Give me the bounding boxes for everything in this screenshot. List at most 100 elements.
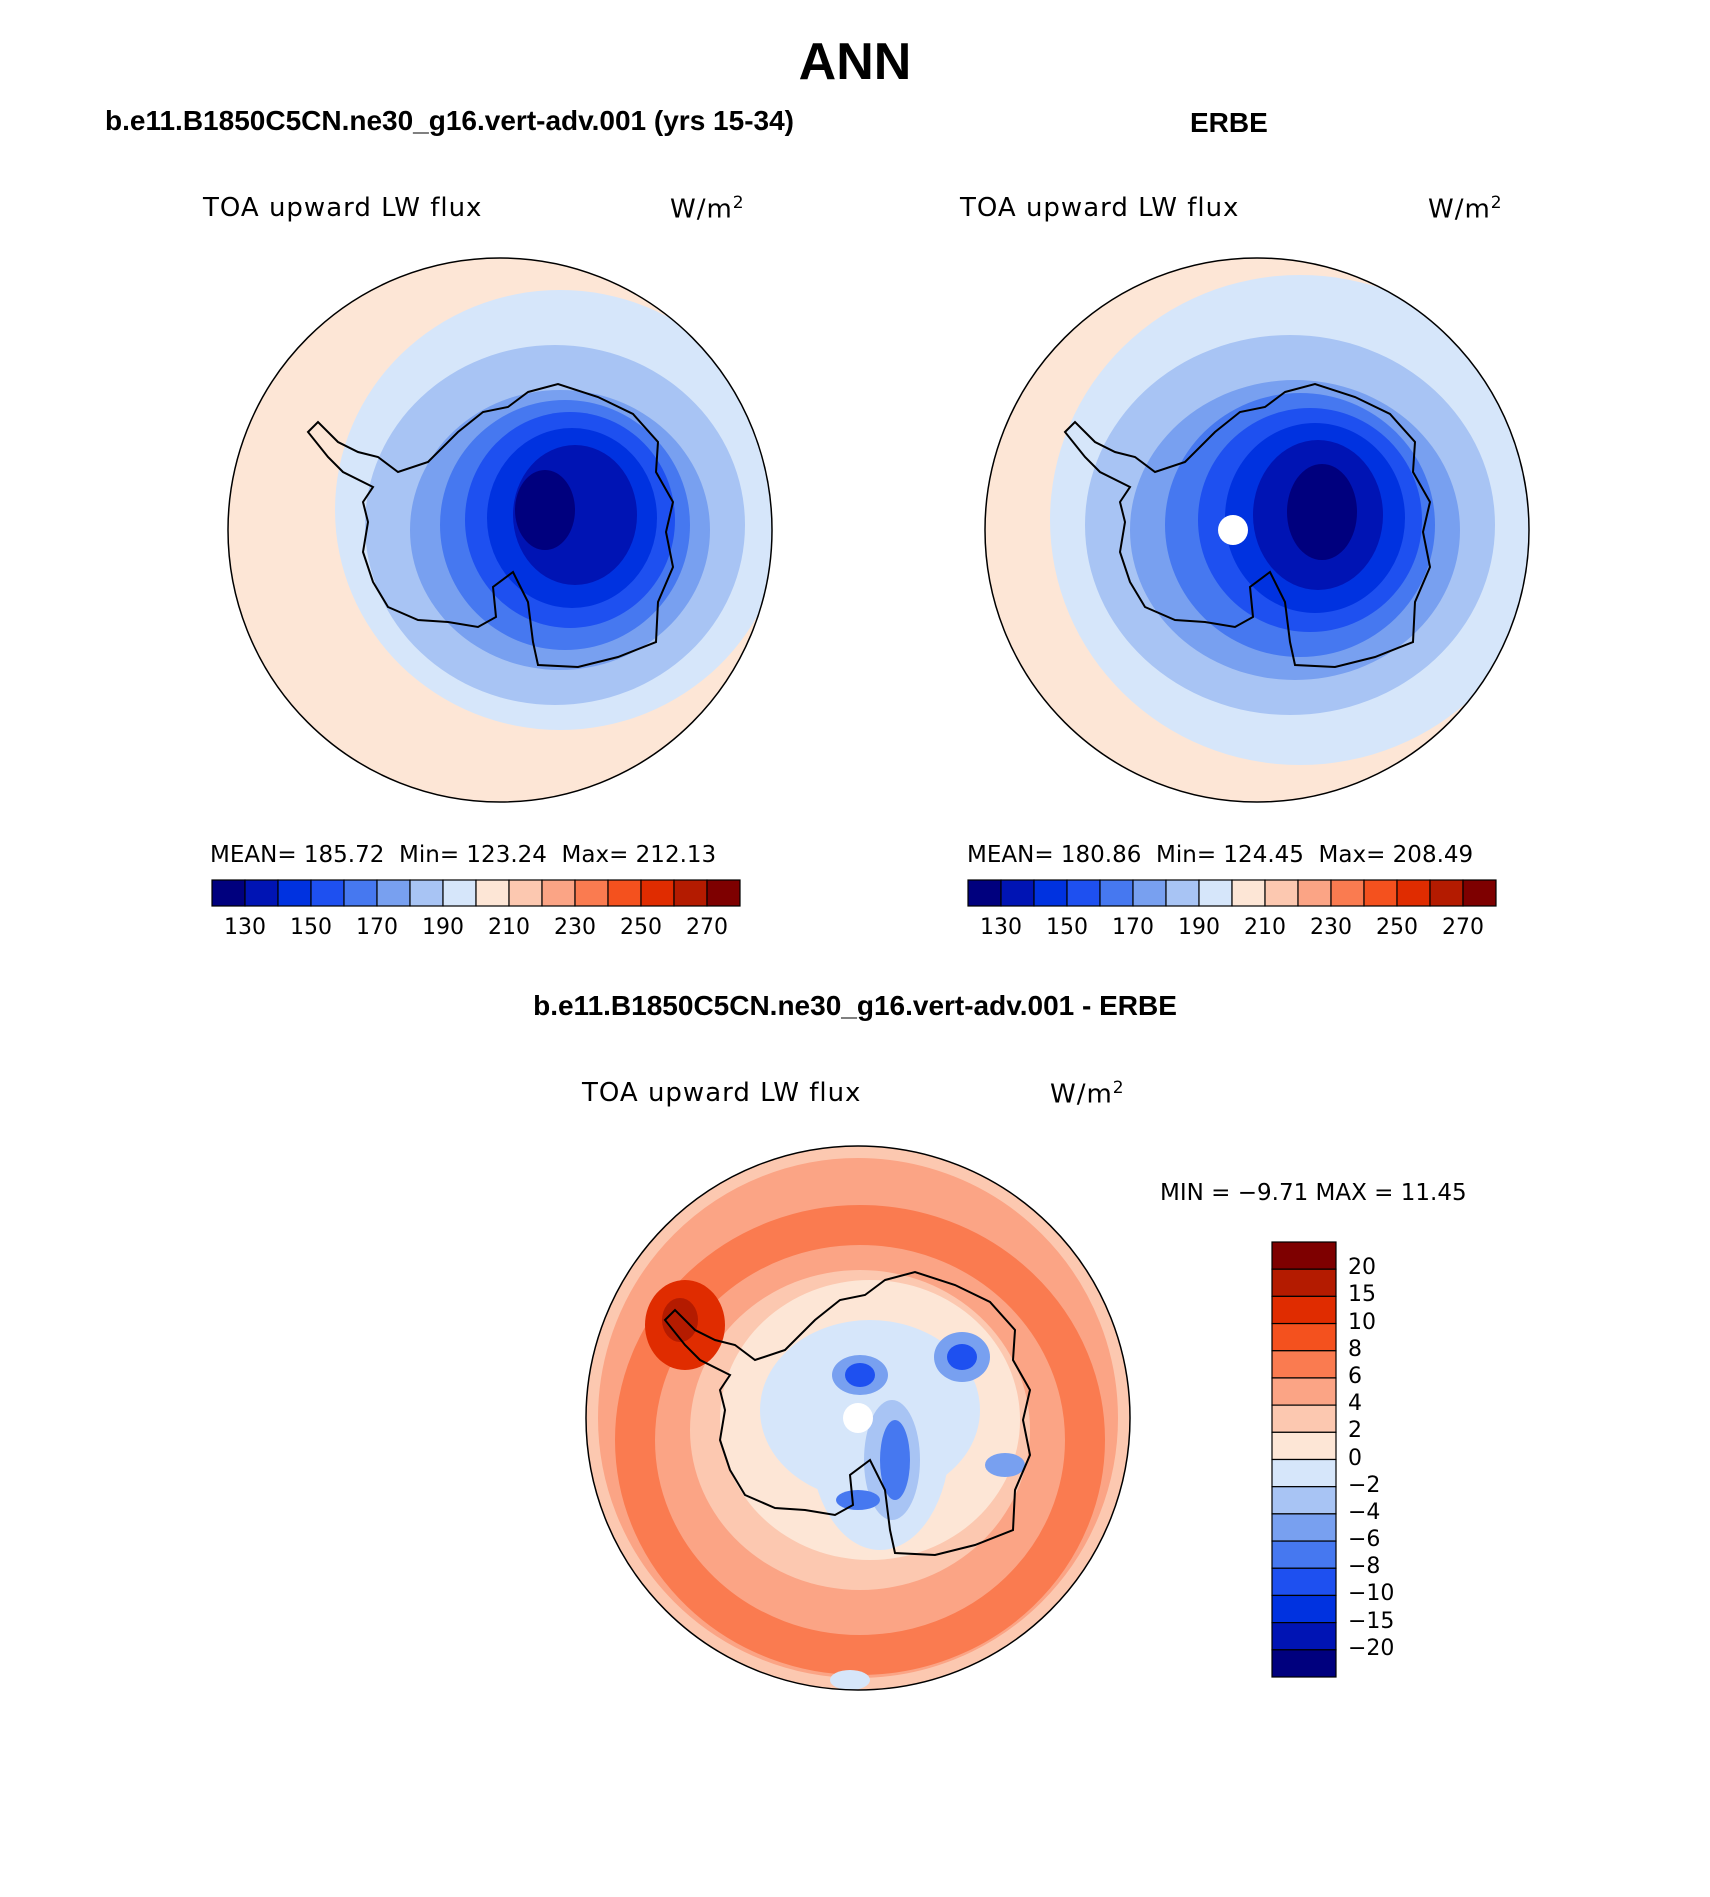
colorbar-swatch (1363, 879, 1398, 907)
colorbar-tick-label: 150 (1046, 915, 1088, 940)
stat-min-label: Min= (399, 842, 460, 868)
panel-obs-units: W/m2 (1428, 193, 1503, 225)
colorbar-swatch (1271, 1404, 1337, 1433)
map-diff-boundary (585, 1145, 1131, 1691)
colorbar-swatch (1271, 1486, 1337, 1515)
colorbar-swatch (1429, 879, 1464, 907)
colorbar-swatch (1271, 1458, 1337, 1488)
colorbar-swatch (1271, 1268, 1337, 1297)
colorbar-tick-label: 2 (1348, 1418, 1362, 1444)
panel-obs-subtitle: ERBE (1190, 107, 1268, 138)
colorbar-swatch (442, 879, 477, 907)
colorbar-tick-label: 6 (1348, 1363, 1362, 1389)
colorbar-swatch (1271, 1540, 1337, 1569)
stat-min-label: MIN = (1160, 1180, 1231, 1206)
colorbar-swatch (1000, 879, 1035, 907)
stat-min-label: Min= (1156, 842, 1217, 868)
colorbar-swatch (1231, 879, 1266, 907)
map-obs (985, 258, 1529, 802)
stat-max-value: 212.13 (635, 842, 717, 868)
colorbar-tick-label: 170 (356, 915, 398, 940)
colorbar-tick-label: 170 (1112, 915, 1154, 940)
map-obs-missing-pole (1218, 515, 1248, 545)
colorbar-swatch (1033, 879, 1068, 907)
colorbar-swatch (574, 879, 609, 907)
panel-model-units: W/m2 (670, 193, 745, 225)
colorbar-swatch (1271, 1295, 1337, 1325)
colorbar-tick-label: 20 (1348, 1255, 1376, 1281)
colorbar-tick-label: 210 (1244, 915, 1286, 940)
colorbar-swatch (1297, 879, 1332, 907)
panel-diff-stats: MIN = −9.71 MAX = 11.45 (1160, 1180, 1467, 1206)
page-title: ANN (798, 33, 912, 91)
colorbar-tick-label: 130 (980, 915, 1022, 940)
colorbar-tick-label: 190 (422, 915, 464, 940)
stat-max-label: Max= (561, 842, 629, 868)
colorbar-diff (1271, 1241, 1337, 1678)
colorbar-swatch (1066, 879, 1101, 907)
colorbar-swatch (1271, 1350, 1337, 1379)
colorbar-swatch (211, 879, 246, 907)
colorbar-swatch (1330, 879, 1365, 907)
colorbar-tick-label: −2 (1348, 1472, 1381, 1498)
colorbar-swatch (1271, 1567, 1337, 1597)
colorbar-swatch (640, 879, 675, 907)
colorbar-tick-label: 270 (686, 915, 728, 940)
colorbar-swatch (475, 879, 510, 907)
colorbar-swatch (967, 879, 1002, 907)
colorbar-swatch (508, 879, 543, 907)
colorbar-swatch (1099, 879, 1134, 907)
panel-model-stats: MEAN= 185.72 Min= 123.24 Max= 212.13 (210, 842, 716, 868)
colorbar-swatch (1271, 1241, 1337, 1270)
panel-diff-variable: TOA upward LW flux (582, 1078, 862, 1108)
panel-diff-subtitle: b.e11.B1850C5CN.ne30_g16.vert-adv.001 - … (533, 990, 1177, 1021)
colorbar-obs (967, 879, 1497, 907)
units-exponent: 2 (1112, 1078, 1125, 1098)
colorbar-model (211, 879, 741, 907)
colorbar-tick-label: 230 (554, 915, 596, 940)
colorbar-swatch (1396, 879, 1431, 907)
colorbar-tick-label: 230 (1310, 915, 1352, 940)
colorbar-swatch (376, 879, 411, 907)
colorbar-tick-label: −15 (1348, 1608, 1395, 1634)
stat-min-value: −9.71 (1237, 1180, 1309, 1206)
units-exponent: 2 (1490, 193, 1503, 213)
colorbar-tick-label: 210 (488, 915, 530, 940)
colorbar-swatch (1198, 879, 1233, 907)
panel-obs-stats: MEAN= 180.86 Min= 124.45 Max= 208.49 (967, 842, 1473, 868)
colorbar-swatch (277, 879, 312, 907)
colorbar-tick-label: 190 (1178, 915, 1220, 940)
colorbar-swatch (1264, 879, 1299, 907)
colorbar-swatch (1271, 1322, 1337, 1352)
colorbar-swatch (1462, 879, 1497, 907)
colorbar-tick-label: 270 (1442, 915, 1484, 940)
colorbar-swatch (541, 879, 576, 907)
colorbar-tick-label: 250 (620, 915, 662, 940)
colorbar-swatch (673, 879, 708, 907)
map-model-boundary (227, 257, 773, 803)
units-base: W/m (1428, 194, 1491, 225)
colorbar-swatch (1271, 1377, 1337, 1406)
stat-mean-value: 185.72 (303, 842, 385, 868)
colorbar-swatch (1132, 879, 1167, 907)
stat-min-value: 124.45 (1223, 842, 1304, 868)
units-base: W/m (1050, 1079, 1113, 1110)
colorbar-tick-label: −6 (1348, 1527, 1381, 1553)
colorbar-tick-label: 130 (224, 915, 266, 940)
stat-max-value: 11.45 (1400, 1180, 1467, 1206)
colorbar-swatch (706, 879, 741, 907)
colorbar-swatch (1165, 879, 1200, 907)
colorbar-tick-label: −20 (1348, 1635, 1395, 1661)
stat-mean-label: MEAN= (210, 842, 297, 868)
panel-obs-variable: TOA upward LW flux (960, 193, 1240, 223)
panel-diff-units: W/m2 (1050, 1078, 1125, 1110)
stat-min-value: 123.24 (466, 842, 547, 868)
colorbar-tick-label: 250 (1376, 915, 1418, 940)
colorbar-tick-label: 4 (1348, 1391, 1362, 1417)
colorbar-tick-label: 150 (290, 915, 332, 940)
map-model (228, 258, 772, 802)
colorbar-tick-label: −10 (1348, 1581, 1395, 1607)
colorbar-swatch (1271, 1594, 1337, 1624)
stat-max-label: Max= (1318, 842, 1386, 868)
